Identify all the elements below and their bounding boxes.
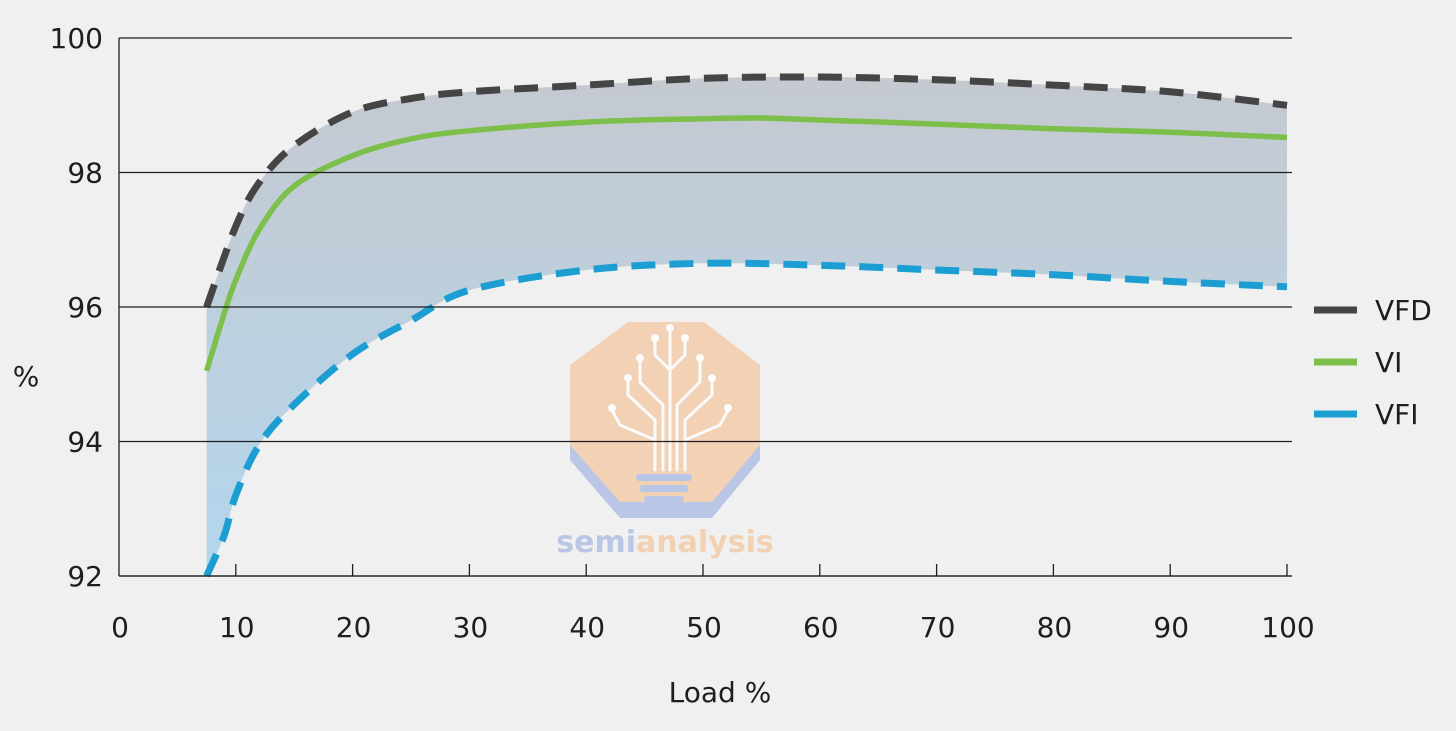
circuit-tree-icon <box>610 328 730 472</box>
legend-item-vi: VI <box>1314 346 1402 379</box>
band-area <box>206 76 1288 576</box>
series-line-vfi <box>203 259 1288 578</box>
legend-label-vfd: VFD <box>1375 294 1432 327</box>
x-tick-label-20: 20 <box>336 611 372 644</box>
legend: VFD VI VFI <box>1314 294 1432 431</box>
x-tick-label-60: 60 <box>803 611 839 644</box>
watermark-logo: semianalysis <box>556 322 774 560</box>
x-tick-label-100: 100 <box>1261 611 1314 644</box>
plot-area <box>203 73 1288 578</box>
legend-item-vfd: VFD <box>1314 294 1432 327</box>
y-axis-title: % <box>13 360 40 393</box>
logo-octagon <box>570 322 760 502</box>
x-axis-title: Load % <box>669 676 772 709</box>
series-line-vfd <box>203 73 1288 309</box>
axes: 92 94 96 98 100 0 10 20 30 40 50 60 70 80 90 100 Load %% <box>13 22 1315 709</box>
watermark-text-part2: analysis <box>636 525 774 560</box>
circuit-nodes <box>608 324 732 412</box>
legend-label-vi: VI <box>1375 346 1402 379</box>
series-line-vi <box>203 115 1288 372</box>
legend-label-vfi: VFI <box>1375 398 1419 431</box>
x-tick-label-80: 80 <box>1037 611 1073 644</box>
bulb-base <box>636 474 692 503</box>
legend-item-vfi: VFI <box>1314 398 1419 431</box>
x-tick-label-0: 0 <box>111 611 129 644</box>
watermark-text-part1: semi <box>556 525 636 560</box>
x-tick-label-30: 30 <box>453 611 489 644</box>
x-tick-label-70: 70 <box>920 611 956 644</box>
x-tick-label-10: 10 <box>219 611 255 644</box>
y-tick-label-96: 96 <box>67 291 103 324</box>
y-tick-label-98: 98 <box>67 157 103 190</box>
x-tick-label-40: 40 <box>569 611 605 644</box>
y-tick-label-100: 100 <box>50 22 103 55</box>
y-tick-label-92: 92 <box>67 560 103 593</box>
watermark-text: semianalysis <box>556 525 773 560</box>
x-tick-label-90: 90 <box>1153 611 1189 644</box>
y-tick-label-94: 94 <box>67 426 103 459</box>
x-tick-label-50: 50 <box>686 611 722 644</box>
